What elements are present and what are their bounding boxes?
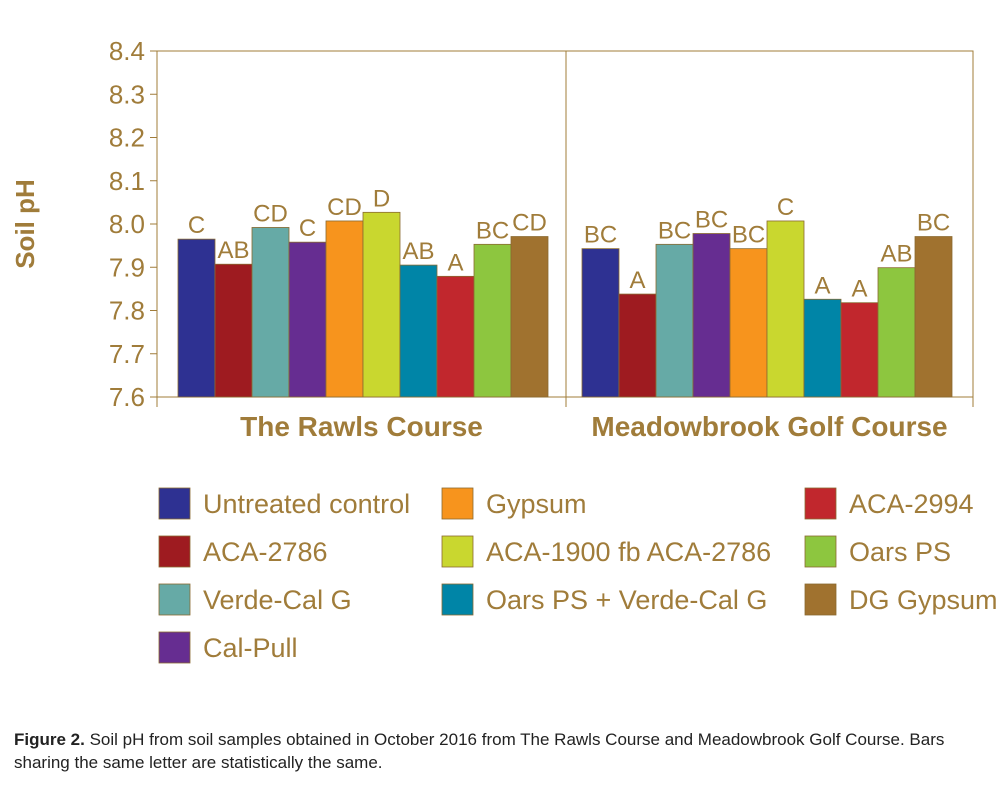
legend-label: ACA-1900 fb ACA-2786 <box>486 537 771 567</box>
bar <box>510 236 549 398</box>
y-tick-label: 8.4 <box>109 36 145 66</box>
significance-label: BC <box>732 222 765 249</box>
bar <box>436 275 475 398</box>
bar <box>177 238 216 398</box>
bar <box>877 267 916 398</box>
legend-swatch <box>158 583 191 616</box>
bar <box>251 227 290 398</box>
significance-label: CD <box>512 210 547 237</box>
chart-legend: Untreated control Gypsum ACA-2994 ACA-2786 A… <box>158 487 998 664</box>
bar <box>729 248 768 398</box>
bar <box>473 243 512 398</box>
significance-label: C <box>777 194 794 221</box>
bar <box>362 211 401 398</box>
legend-label: Untreated control <box>203 489 410 519</box>
caption-label: Figure 2. <box>14 730 85 749</box>
significance-label: BC <box>658 217 691 244</box>
bar <box>914 236 953 398</box>
legend-label: Oars PS <box>849 537 951 567</box>
bar <box>766 220 805 398</box>
y-tick-label: 8.2 <box>109 123 145 153</box>
significance-label: BC <box>476 217 509 244</box>
bar <box>214 263 253 398</box>
bar <box>655 243 694 398</box>
significance-label: CD <box>253 200 288 227</box>
y-axis-label: Soil pH <box>10 179 40 269</box>
bar <box>581 248 620 398</box>
bar <box>325 220 364 398</box>
legend-label: ACA-2786 <box>203 537 328 567</box>
y-tick-label: 7.8 <box>109 296 145 326</box>
significance-label: AB <box>402 238 434 265</box>
y-tick-label: 8.1 <box>109 166 145 196</box>
y-tick-label: 7.9 <box>109 252 145 282</box>
significance-label: AB <box>880 241 912 268</box>
y-tick-label: 7.7 <box>109 339 145 369</box>
legend-label: Cal-Pull <box>203 633 298 663</box>
y-tick-label: 8.0 <box>109 209 145 239</box>
legend-swatch <box>158 487 191 520</box>
legend-swatch <box>804 583 837 616</box>
x-category-label: The Rawls Course <box>240 411 483 442</box>
legend-swatch <box>158 631 191 664</box>
legend-swatch <box>158 535 191 568</box>
chart: 7.6 7.7 7.8 7.9 8.0 8.1 8.2 8.3 8.4 Soil pH The Ra… <box>10 36 998 664</box>
figure-caption: Figure 2. Soil pH from soil samples obta… <box>14 728 989 774</box>
bar <box>288 241 327 398</box>
legend-swatch <box>441 583 474 616</box>
y-tick-label: 7.6 <box>109 382 145 412</box>
significance-label: A <box>814 272 830 299</box>
legend-swatch <box>441 487 474 520</box>
legend-label: ACA-2994 <box>849 489 974 519</box>
significance-label: A <box>629 267 645 294</box>
legend-swatch <box>804 487 837 520</box>
bar <box>692 233 731 398</box>
significance-label: A <box>447 249 463 276</box>
legend-swatch <box>804 535 837 568</box>
significance-label: A <box>851 276 867 303</box>
caption-text: Soil pH from soil samples obtained in Oc… <box>14 730 945 772</box>
bar <box>399 264 438 398</box>
significance-label: BC <box>695 207 728 234</box>
legend-label: Gypsum <box>486 489 587 519</box>
significance-label: D <box>373 185 390 212</box>
significance-label: AB <box>217 237 249 264</box>
significance-label: C <box>299 215 316 242</box>
significance-label: CD <box>327 194 362 221</box>
bar <box>803 298 842 398</box>
legend-label: DG Gypsum <box>849 585 998 615</box>
significance-label: BC <box>917 210 950 237</box>
y-tick-label: 8.3 <box>109 79 145 109</box>
legend-label: Oars PS + Verde-Cal G <box>486 585 767 615</box>
legend-label: Verde-Cal G <box>203 585 352 615</box>
significance-label: BC <box>584 222 617 249</box>
bar <box>840 302 879 398</box>
significance-label: C <box>188 212 205 239</box>
x-category-label: Meadowbrook Golf Course <box>591 411 947 442</box>
legend-swatch <box>441 535 474 568</box>
chart-axes: 7.6 7.7 7.8 7.9 8.0 8.1 8.2 8.3 8.4 Soil pH The Ra… <box>10 36 974 442</box>
bar <box>618 293 657 398</box>
